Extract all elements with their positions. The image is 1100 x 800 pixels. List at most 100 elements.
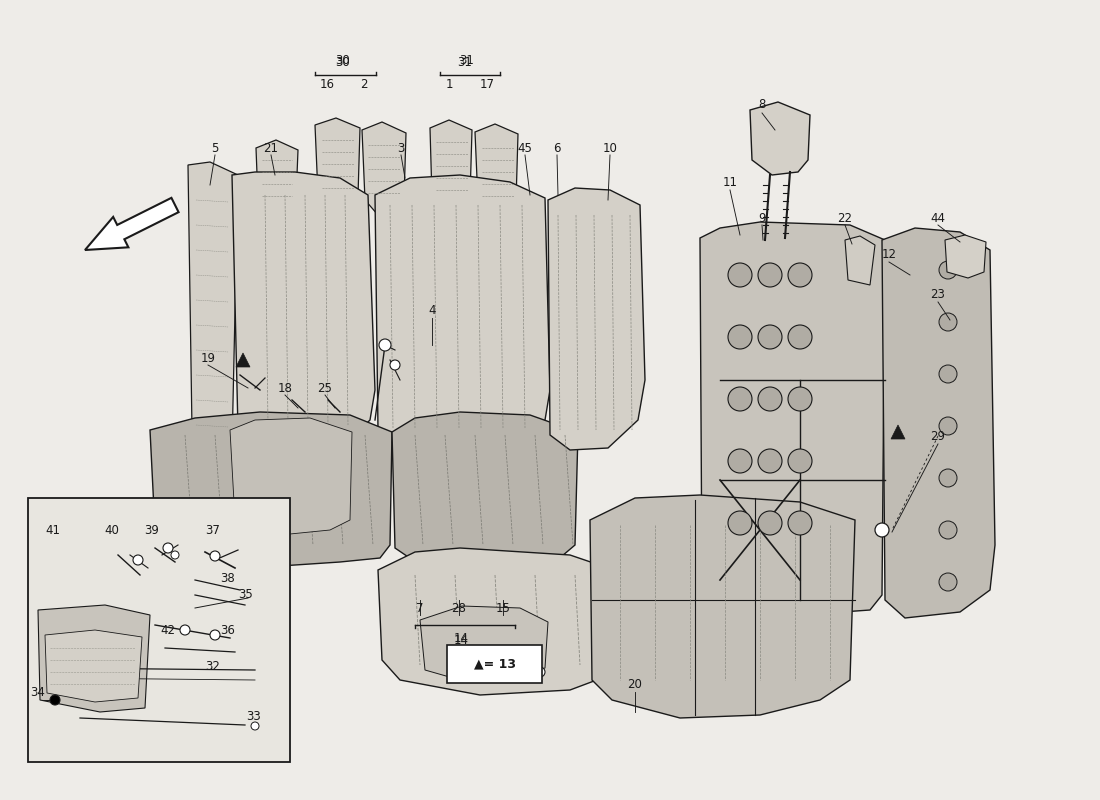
Text: 15: 15	[496, 602, 510, 614]
Text: 34: 34	[31, 686, 45, 699]
Polygon shape	[236, 353, 250, 367]
Text: 4: 4	[428, 303, 436, 317]
Bar	[28, 498, 290, 762]
Circle shape	[728, 387, 752, 411]
Text: 32: 32	[206, 659, 220, 673]
Circle shape	[874, 523, 889, 537]
Text: 21: 21	[264, 142, 278, 154]
Circle shape	[535, 667, 544, 677]
Polygon shape	[150, 412, 392, 568]
Text: 5: 5	[211, 142, 219, 154]
Polygon shape	[590, 495, 855, 718]
Circle shape	[728, 263, 752, 287]
Polygon shape	[232, 172, 375, 448]
Circle shape	[163, 543, 173, 553]
Polygon shape	[39, 605, 150, 712]
Text: 28: 28	[452, 602, 466, 614]
Text: 9: 9	[758, 211, 766, 225]
Text: 44: 44	[931, 211, 946, 225]
Text: ▲= 13: ▲= 13	[473, 658, 516, 670]
Polygon shape	[945, 235, 986, 278]
Text: 23: 23	[931, 289, 945, 302]
Polygon shape	[700, 222, 886, 615]
Bar	[447, 645, 542, 683]
Circle shape	[728, 511, 752, 535]
Text: 2: 2	[361, 78, 367, 91]
Polygon shape	[750, 102, 810, 175]
Circle shape	[50, 695, 60, 705]
Circle shape	[939, 573, 957, 591]
Polygon shape	[420, 606, 548, 680]
Circle shape	[758, 449, 782, 473]
Circle shape	[728, 325, 752, 349]
Text: 20: 20	[628, 678, 642, 691]
Text: 11: 11	[723, 177, 737, 190]
FancyArrow shape	[85, 198, 178, 250]
Circle shape	[758, 325, 782, 349]
Text: 8: 8	[758, 98, 766, 111]
Circle shape	[379, 339, 390, 351]
Circle shape	[758, 511, 782, 535]
Circle shape	[251, 722, 258, 730]
Polygon shape	[362, 122, 406, 215]
Circle shape	[939, 521, 957, 539]
Text: 33: 33	[246, 710, 262, 723]
Text: 31: 31	[458, 55, 472, 69]
Polygon shape	[375, 175, 550, 450]
Polygon shape	[45, 630, 142, 702]
Circle shape	[728, 449, 752, 473]
Polygon shape	[882, 228, 996, 618]
Circle shape	[170, 551, 179, 559]
Text: 10: 10	[603, 142, 617, 154]
Circle shape	[939, 469, 957, 487]
Circle shape	[939, 417, 957, 435]
Circle shape	[788, 263, 812, 287]
Polygon shape	[891, 425, 905, 439]
Text: 37: 37	[206, 525, 220, 538]
Text: 7: 7	[416, 602, 424, 614]
Text: 6: 6	[553, 142, 561, 154]
Text: 39: 39	[144, 525, 159, 538]
Circle shape	[788, 325, 812, 349]
Text: 18: 18	[277, 382, 293, 394]
Text: 14: 14	[453, 631, 469, 645]
Circle shape	[133, 555, 143, 565]
Polygon shape	[475, 124, 518, 217]
Text: 41: 41	[45, 525, 60, 538]
Text: 40: 40	[104, 525, 120, 538]
Text: 35: 35	[239, 589, 253, 602]
Polygon shape	[256, 140, 298, 212]
Text: 31: 31	[460, 54, 474, 66]
Polygon shape	[430, 120, 472, 213]
Text: 14: 14	[453, 634, 469, 646]
Circle shape	[456, 670, 468, 680]
Circle shape	[939, 365, 957, 383]
Text: 19: 19	[200, 351, 216, 365]
Text: 42: 42	[161, 623, 176, 637]
Text: 1: 1	[446, 78, 453, 91]
Circle shape	[788, 449, 812, 473]
Polygon shape	[548, 188, 645, 450]
Text: 29: 29	[931, 430, 946, 442]
Circle shape	[180, 625, 190, 635]
Circle shape	[210, 630, 220, 640]
Circle shape	[390, 360, 400, 370]
Circle shape	[210, 551, 220, 561]
Circle shape	[939, 313, 957, 331]
Polygon shape	[188, 162, 238, 450]
Circle shape	[788, 511, 812, 535]
Circle shape	[939, 261, 957, 279]
Text: 16: 16	[319, 78, 334, 91]
Text: 45: 45	[518, 142, 532, 154]
Polygon shape	[378, 548, 620, 695]
Circle shape	[758, 263, 782, 287]
Polygon shape	[230, 418, 352, 535]
Polygon shape	[392, 412, 578, 572]
Polygon shape	[845, 236, 875, 285]
Text: 25: 25	[318, 382, 332, 394]
Polygon shape	[315, 118, 360, 210]
Text: 30: 30	[336, 54, 351, 66]
Text: 3: 3	[397, 142, 405, 154]
Text: 30: 30	[336, 55, 351, 69]
Text: 36: 36	[221, 623, 235, 637]
